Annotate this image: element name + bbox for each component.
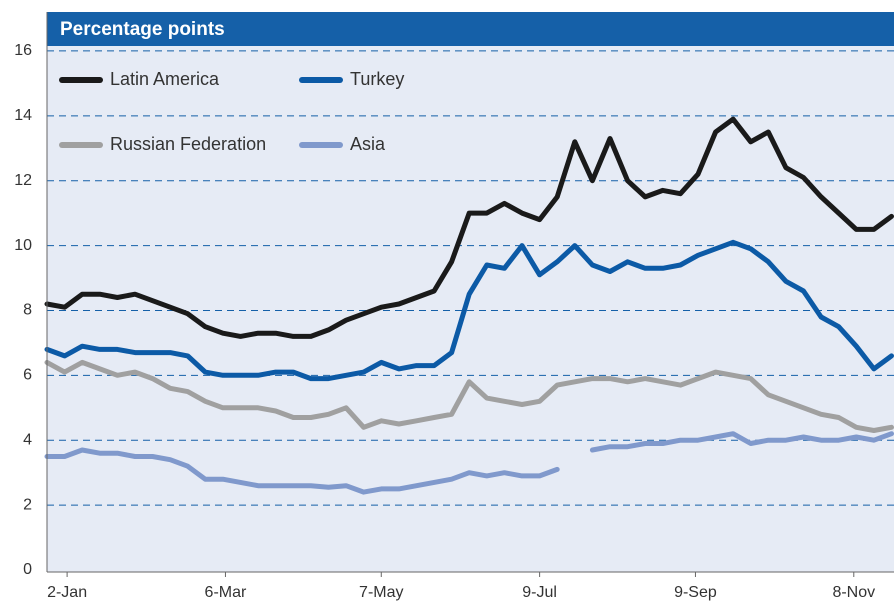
series-line xyxy=(44,431,894,495)
y-tick-label: 0 xyxy=(23,561,32,578)
y-tick-label: 8 xyxy=(23,302,32,319)
y-tick-label: 14 xyxy=(14,107,32,124)
legend-label: Latin America xyxy=(110,69,220,89)
legend-label: Russian Federation xyxy=(110,134,266,154)
legend-label: Asia xyxy=(350,134,386,154)
x-tick-label: 7-May xyxy=(359,584,403,601)
series-line xyxy=(44,116,894,339)
x-tick-label: 9-Sep xyxy=(674,584,717,601)
x-tick-label: 9-Jul xyxy=(522,584,557,601)
y-tick-label: 2 xyxy=(23,496,32,513)
x-tick-label: 6-Mar xyxy=(205,584,247,601)
y-tick-label: 10 xyxy=(14,237,32,254)
y-tick-label: 6 xyxy=(23,367,32,384)
subtitle: Percentage points xyxy=(60,19,225,40)
y-tick-label: 12 xyxy=(14,172,32,189)
x-tick-label: 8-Nov xyxy=(832,584,875,601)
y-tick-label: 4 xyxy=(23,431,32,448)
series-line xyxy=(44,239,894,382)
series-line xyxy=(44,359,894,433)
legend-label: Turkey xyxy=(350,69,404,89)
x-tick-label: 2-Jan xyxy=(47,584,87,601)
y-tick-label: 16 xyxy=(14,42,32,59)
header-band xyxy=(47,12,894,46)
